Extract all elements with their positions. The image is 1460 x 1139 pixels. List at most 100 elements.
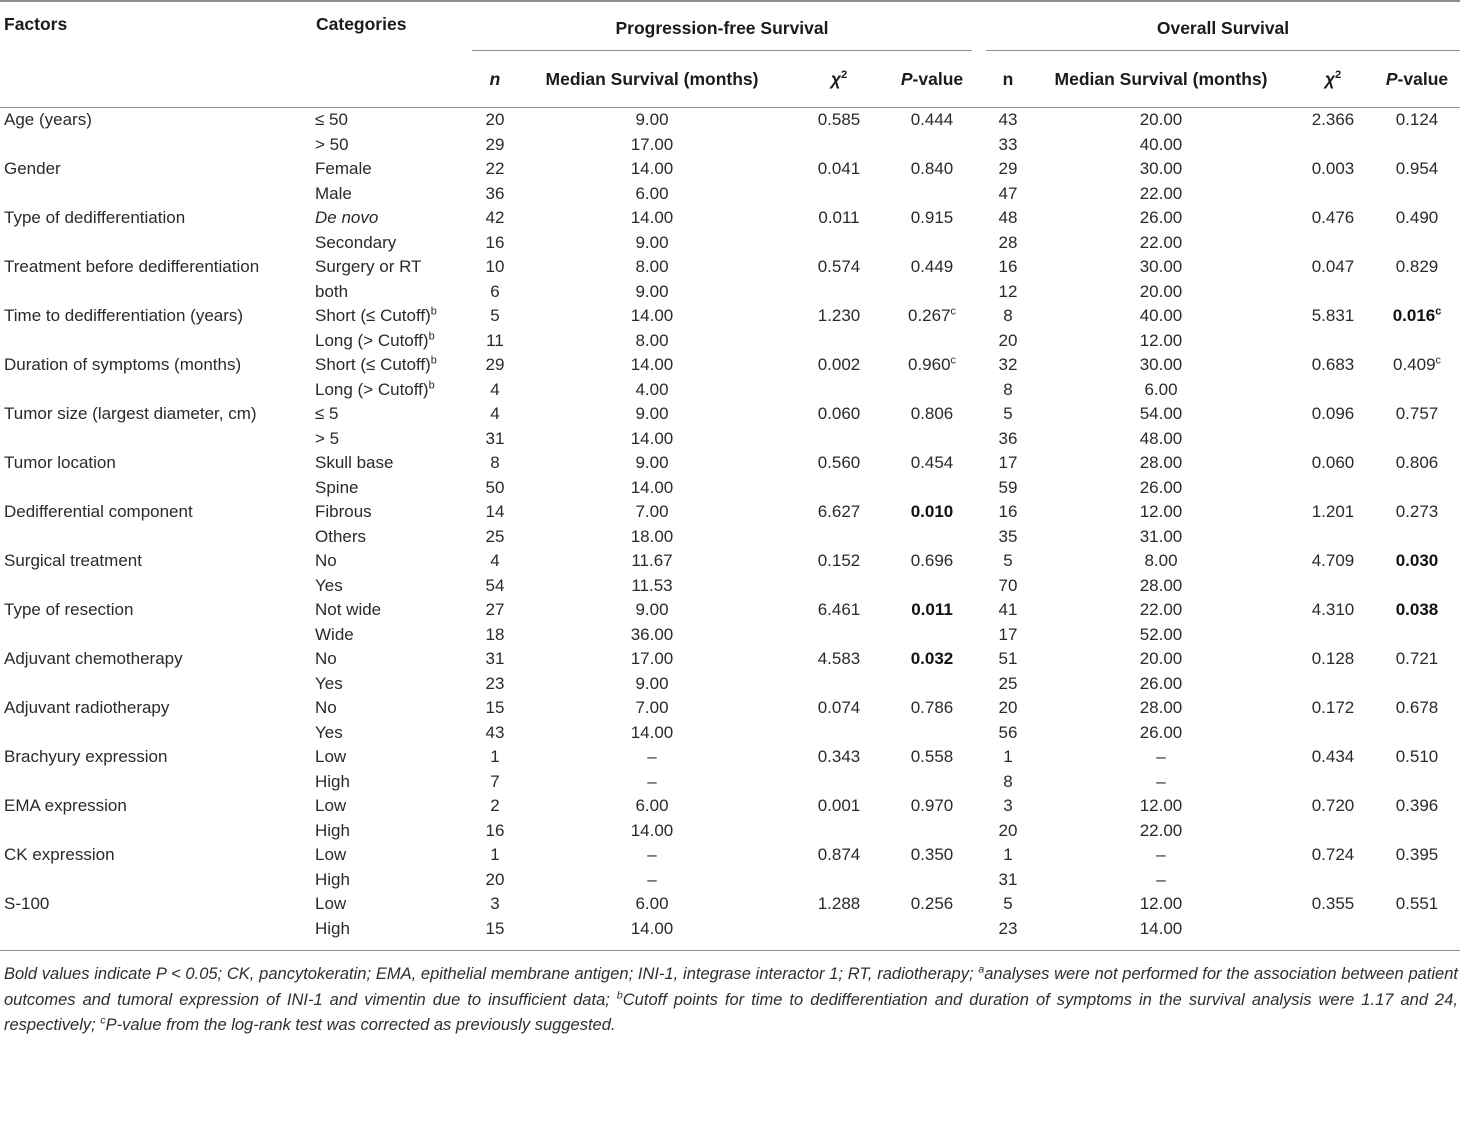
os-p-value-cell: 0.273 (1395, 502, 1439, 522)
os-chi-square-cell: 0.720 (1311, 796, 1355, 816)
column-spacer (972, 574, 986, 599)
pfs-p-value-cell: 0.558 (910, 747, 954, 767)
os-median-cell: 26.00 (1139, 722, 1183, 742)
os-chi-square-cell (1292, 378, 1374, 403)
pfs-median-cell: 18.00 (630, 526, 674, 546)
category-cell: Female (315, 159, 372, 179)
pfs-p-value-cell (892, 525, 972, 550)
category-cell: Fibrous (315, 502, 372, 522)
os-chi-square-cell: 0.047 (1311, 257, 1355, 277)
os-p-value-cell (1374, 329, 1460, 354)
pfs-median-cell: 14.00 (630, 306, 674, 326)
pfs-chi-square-cell (786, 672, 892, 697)
os-median-cell: 31.00 (1139, 526, 1183, 546)
factor-cell (0, 182, 312, 207)
pfs-p-value-cell (892, 427, 972, 452)
table-row: > 5 31 14.00 36 48.00 (0, 427, 1460, 452)
os-chi-square-cell (1292, 133, 1374, 158)
category-cell: ≤ 50 (315, 110, 348, 130)
category-cell: Spine (315, 477, 359, 497)
column-spacer (972, 378, 986, 403)
os-p-value-cell: 0.510 (1395, 747, 1439, 767)
os-chi-square-cell: 2.366 (1311, 110, 1355, 130)
pfs-median-cell: 17.00 (630, 134, 674, 154)
pfs-median-cell: 14.00 (630, 355, 674, 375)
pfs-chi-square-cell: 0.011 (818, 208, 860, 228)
os-p-value-cell: 0.490 (1395, 208, 1439, 228)
pfs-p-value-cell (892, 378, 972, 403)
pfs-n-cell: 29 (485, 134, 505, 154)
pfs-chi-square-cell (786, 378, 892, 403)
category-cell: Male (315, 183, 352, 203)
os-p-value-cell: 0.954 (1395, 159, 1439, 179)
column-spacer (972, 525, 986, 550)
pfs-median-cell: 6.00 (635, 894, 669, 914)
pfs-chi-square-cell: 0.002 (817, 355, 861, 375)
os-n-cell: 59 (998, 477, 1018, 497)
pfs-p-value-header: P-value (892, 50, 972, 108)
os-median-cell: 40.00 (1139, 134, 1183, 154)
category-cell: > 50 (315, 134, 349, 154)
os-n-cell: 8 (1003, 379, 1013, 399)
pfs-median-cell: 14.00 (630, 918, 674, 938)
os-chi-square-cell: 0.060 (1311, 453, 1355, 473)
table-row: Adjuvant radiotherapy No 15 7.00 0.074 0.786 2… (0, 696, 1460, 721)
table-row: Treatment before dedifferentiation Surger… (0, 255, 1460, 280)
pfs-p-value-cell: 0.010 (910, 502, 954, 522)
os-chi-square-cell (1292, 770, 1374, 795)
pfs-chi-square-cell (786, 574, 892, 599)
os-median-cell: 20.00 (1139, 649, 1183, 669)
pfs-p-value-cell (892, 476, 972, 501)
os-p-value-cell: 0.551 (1395, 894, 1439, 914)
pfs-chi-square-cell: 0.074 (817, 698, 861, 718)
pfs-chi-square-cell (786, 721, 892, 746)
factor-cell: Surgical treatment (4, 551, 142, 571)
factor-cell: Brachyury expression (4, 747, 168, 767)
pfs-p-value-cell: 0.806 (910, 404, 954, 424)
os-median-cell: 12.00 (1139, 330, 1183, 350)
table-body: Age (years) ≤ 50 20 9.00 0.585 0.444 43 20.00 2.… (0, 108, 1460, 942)
category-cell: Wide (315, 624, 354, 644)
os-n-cell: 47 (998, 183, 1018, 203)
os-p-value-cell (1374, 182, 1460, 207)
factor-cell: Tumor location (4, 453, 116, 473)
os-n-cell: 48 (998, 208, 1018, 228)
os-n-cell: 1 (1003, 747, 1013, 767)
category-cell: High (315, 771, 350, 791)
category-cell: ≤ 5 (315, 404, 339, 424)
factor-cell (0, 917, 312, 942)
table-row: High 7 – 8 – (0, 770, 1460, 795)
pfs-n-cell: 16 (485, 820, 505, 840)
pfs-chi-square-cell: 6.461 (817, 600, 861, 620)
table-row: Tumor size (largest diameter, cm) ≤ 5 4 9.0… (0, 402, 1460, 427)
column-spacer (972, 672, 986, 697)
os-median-cell: 30.00 (1139, 257, 1183, 277)
category-cell: Yes (315, 722, 343, 742)
pfs-n-header: n (472, 50, 518, 108)
column-spacer (972, 549, 986, 574)
os-p-value-cell (1374, 819, 1460, 844)
pfs-n-cell: 14 (485, 502, 505, 522)
category-cell: Short (≤ Cutoff)b (315, 305, 437, 326)
os-p-value-header: P-value (1374, 50, 1460, 108)
os-median-cell: – (1156, 747, 1166, 767)
pfs-p-value-cell: 0.915 (910, 208, 954, 228)
column-spacer (972, 157, 986, 182)
pfs-n-cell: 7 (490, 771, 500, 791)
pfs-median-cell: 9.00 (635, 281, 669, 301)
factors-header: Factors (0, 1, 312, 108)
table-row: Secondary 16 9.00 28 22.00 (0, 231, 1460, 256)
pfs-n-cell: 43 (485, 722, 505, 742)
pfs-n-cell: 8 (490, 453, 500, 473)
os-median-cell: 22.00 (1139, 820, 1183, 840)
column-spacer (972, 721, 986, 746)
os-p-value-cell (1374, 525, 1460, 550)
table-row: Dedifferential component Fibrous 14 7.00 6.6… (0, 500, 1460, 525)
os-p-value-cell (1374, 476, 1460, 501)
pfs-median-cell: 14.00 (630, 820, 674, 840)
pfs-median-cell: 8.00 (635, 257, 669, 277)
factor-cell (0, 476, 312, 501)
pfs-chi-square-cell: 6.627 (817, 502, 861, 522)
os-median-cell: 30.00 (1139, 159, 1183, 179)
